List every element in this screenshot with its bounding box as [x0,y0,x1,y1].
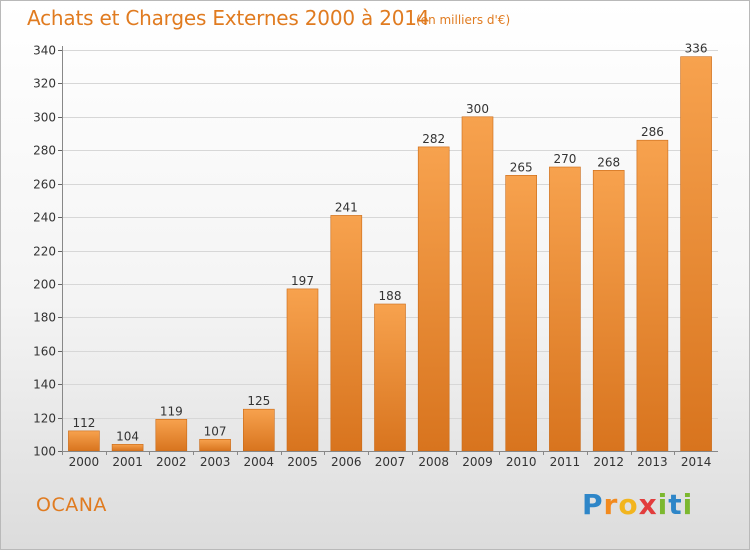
axes: 100 120 140 160 180 200 220 240 260 280 300 320 340 2… [33,44,718,469]
bar-2008 [417,146,450,452]
x-tick-label: 2009 [462,455,493,469]
bar-2005 [286,288,319,452]
bar-value-label: 107 [204,424,227,438]
y-tick-label: 300 [33,111,56,125]
bar-2014 [680,56,712,452]
x-tick-label: 2002 [156,455,187,469]
y-tick-label: 120 [33,412,56,426]
bar-2009 [461,116,494,452]
y-tick-label: 100 [33,445,56,459]
bar-value-label: 104 [116,429,139,443]
bar-2002 [155,418,188,452]
x-tick-label: 2013 [637,455,668,469]
y-tick-label: 340 [33,44,56,58]
bar-2012 [592,170,625,452]
y-tick-label: 200 [33,278,56,292]
y-tick-label: 140 [33,378,56,392]
bar-value-label: 336 [685,42,708,56]
bar-2006 [330,215,363,452]
logo-letter: o [618,488,639,521]
bar-value-label: 241 [335,200,358,214]
bar-value-label: 265 [510,160,533,174]
y-tick-label: 220 [33,245,56,259]
bars: 112 104 119 107 125 197 241 188 282 300 265 270 268 2… [68,42,712,452]
bar-value-label: 286 [641,125,664,139]
bar-value-label: 197 [291,274,314,288]
bar-value-label: 188 [379,289,402,303]
x-tick-label: 2000 [69,455,100,469]
bar-2011 [549,166,581,452]
y-tick-label: 320 [33,77,56,91]
logo-letter: P [582,488,604,521]
place-name: OCANA [36,494,107,516]
logo-letter: t [668,488,683,521]
y-tick-label: 280 [33,144,56,158]
bar-2000 [68,430,100,452]
bar-2003 [199,438,231,452]
bar-value-label: 112 [72,416,95,430]
logo-letter: i [682,488,694,521]
x-tick-label: 2010 [506,455,537,469]
bar-value-label: 300 [466,102,489,116]
chart-subtitle: (en milliers d'€) [416,13,511,27]
x-tick-label: 2008 [418,455,449,469]
chart-title: Achats et Charges Externes 2000 à 2014 [27,6,430,30]
bar-2010 [505,175,538,452]
y-tick-label: 160 [33,345,56,359]
y-tick-label: 240 [33,211,56,225]
bar-value-label: 282 [422,132,445,146]
bar-2001 [111,443,144,452]
bar-2013 [636,139,669,452]
x-tick-label: 2001 [112,455,143,469]
logo-letter: i [657,488,669,521]
bar-2007 [374,303,406,452]
x-tick-label: 2012 [593,455,624,469]
bar-value-label: 268 [597,155,620,169]
bar-value-label: 270 [553,152,576,166]
bar-value-label: 125 [247,394,270,408]
bar-value-label: 119 [160,404,183,418]
x-tick-label: 2004 [244,455,275,469]
y-tick-label: 180 [33,311,56,325]
logo-letter: r [603,488,619,521]
x-tick-label: 2003 [200,455,231,469]
x-tick-label: 2006 [331,455,362,469]
x-tick-label: 2014 [681,455,712,469]
y-tick-label: 260 [33,178,56,192]
logo-letter: x [638,488,658,521]
bar-2004 [243,408,275,452]
x-tick-label: 2005 [287,455,318,469]
proxiti-logo: Proxiti [582,488,693,521]
x-tick-label: 2011 [550,455,581,469]
x-tick-label: 2007 [375,455,406,469]
